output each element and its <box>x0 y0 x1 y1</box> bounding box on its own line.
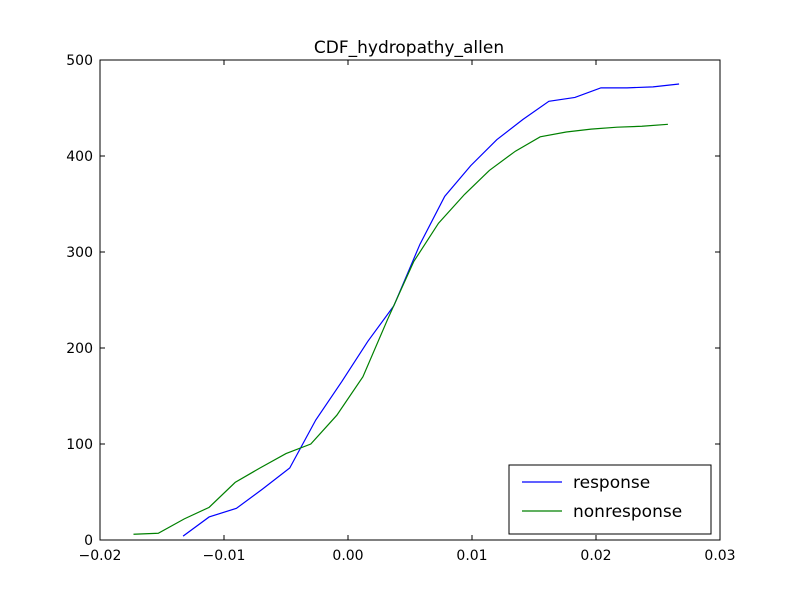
y-tick-label: 100 <box>66 437 93 453</box>
x-tick-label: 0.01 <box>456 548 487 564</box>
series-line-nonresponse <box>133 123 668 535</box>
y-tick-label: 0 <box>84 533 93 549</box>
plot-area: −0.02 −0.01 0.00 0.01 0.02 0.03 0 100 200 300 400 5… <box>66 53 735 564</box>
legend-label-nonresponse: nonresponse <box>573 502 682 522</box>
x-tick-label: −0.02 <box>79 548 122 564</box>
y-tick-label: 300 <box>66 245 93 261</box>
x-tick-label: 0.03 <box>704 548 735 564</box>
x-tick-label: −0.01 <box>203 548 246 564</box>
series-line-response <box>182 83 680 537</box>
legend-label-response: response <box>573 473 650 493</box>
x-tick-label: 0.00 <box>332 548 363 564</box>
chart-title: CDF_hydropathy_allen <box>314 38 504 58</box>
x-tick-label: 0.02 <box>580 548 611 564</box>
y-tick-label: 500 <box>66 53 93 69</box>
legend: response nonresponse <box>508 464 712 535</box>
legend-box <box>508 464 712 535</box>
y-tick-label: 200 <box>66 341 93 357</box>
y-tick-label: 400 <box>66 149 93 165</box>
axes-frame <box>99 59 721 541</box>
